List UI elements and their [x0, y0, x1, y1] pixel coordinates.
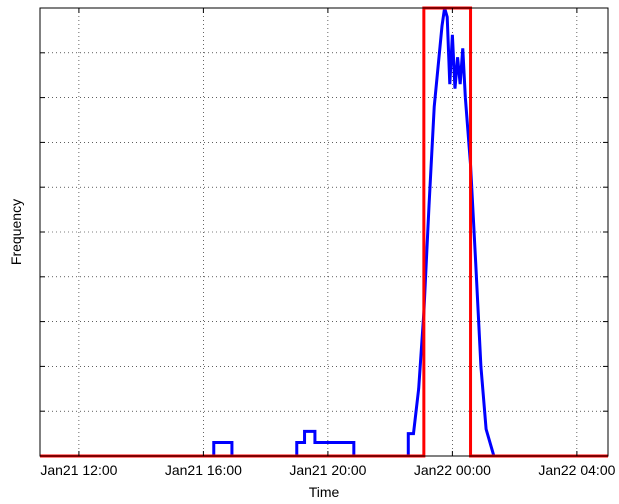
axis-ticks	[40, 8, 608, 456]
x-tick-label: Jan21 16:00	[165, 462, 242, 478]
x-tick-label: Jan22 04:00	[538, 462, 615, 478]
x-tick-labels: Jan21 12:00 Jan21 16:00 Jan21 20:00 Jan22 0…	[40, 462, 615, 478]
y-axis-label: Frequency	[8, 199, 24, 265]
x-tick-label: Jan21 20:00	[289, 462, 366, 478]
x-tick-label: Jan21 12:00	[40, 462, 117, 478]
x-axis-label: Time	[309, 484, 340, 500]
x-tick-label: Jan22 00:00	[414, 462, 491, 478]
grid	[40, 8, 608, 456]
